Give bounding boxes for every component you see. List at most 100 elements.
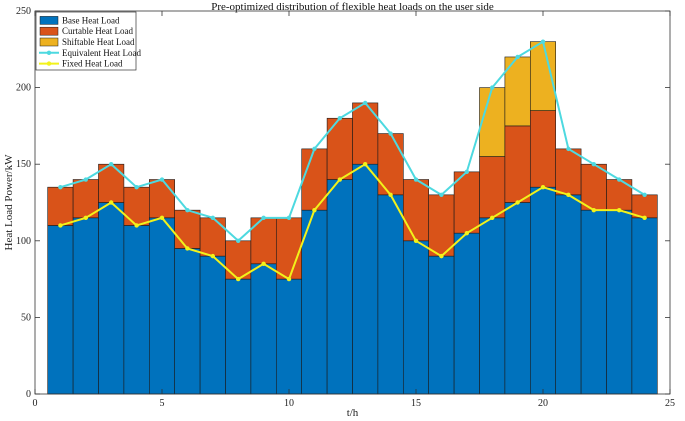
bar-base-heat-load-t8 <box>225 278 252 395</box>
bar-base-heat-load-t15 <box>402 240 429 395</box>
y-tick-label-150: 150 <box>16 159 31 170</box>
bar-base-heat-load-t10 <box>275 278 302 395</box>
x-tick-label-25: 25 <box>665 398 675 409</box>
point-equivalent-heat-load-t15 <box>413 177 419 182</box>
y-tick-label-200: 200 <box>16 83 31 94</box>
point-fixed-heat-load-t21 <box>566 192 571 198</box>
point-fixed-heat-load-t9 <box>261 261 266 266</box>
point-equivalent-heat-load-t3 <box>109 162 114 167</box>
point-equivalent-heat-load-t8 <box>236 238 241 243</box>
point-fixed-heat-load-t24 <box>642 215 647 221</box>
bar-base-heat-load-t23 <box>606 209 633 395</box>
point-equivalent-heat-load-t14 <box>388 131 393 136</box>
bar-base-heat-load-t1 <box>47 225 74 395</box>
bar-curtable-heat-load-t22 <box>580 163 607 211</box>
bar-base-heat-load-t4 <box>123 225 150 395</box>
point-equivalent-heat-load-t16 <box>439 192 444 198</box>
bar-base-heat-load-t13 <box>352 163 379 395</box>
bar-curtable-heat-load-t5 <box>149 179 176 219</box>
x-tick-label-5: 5 <box>160 398 165 409</box>
point-equivalent-heat-load-t2 <box>83 177 89 182</box>
x-axis-title: t/h <box>347 407 359 419</box>
point-fixed-heat-load-t22 <box>591 207 596 213</box>
legend-label-curtable-heat-load: Curtable Heat Load <box>62 26 133 36</box>
bar-base-heat-load-t22 <box>580 209 607 395</box>
bar-base-heat-load-t3 <box>98 202 125 395</box>
point-fixed-heat-load-t23 <box>617 207 622 213</box>
point-equivalent-heat-load-t12 <box>337 116 342 121</box>
bar-curtable-heat-load-t15 <box>402 179 429 242</box>
x-tick-label-10: 10 <box>284 398 294 409</box>
point-fixed-heat-load-t17 <box>464 230 469 236</box>
bar-base-heat-load-t16 <box>428 255 455 395</box>
bar-base-heat-load-t20 <box>529 186 556 395</box>
point-fixed-heat-load-t2 <box>83 215 89 221</box>
point-equivalent-heat-load-t5 <box>159 177 165 182</box>
point-equivalent-heat-load-t22 <box>591 162 596 167</box>
point-equivalent-heat-load-t18 <box>490 85 495 90</box>
point-fixed-heat-load-t4 <box>134 223 139 228</box>
y-tick-label-100: 100 <box>16 236 31 247</box>
point-equivalent-heat-load-t4 <box>134 184 139 190</box>
point-equivalent-heat-load-t23 <box>617 177 622 182</box>
legend-marker-equivalent-heat-load <box>46 50 52 55</box>
x-tick-label-0: 0 <box>33 398 38 409</box>
bar-curtable-heat-load-t20 <box>529 110 556 188</box>
point-fixed-heat-load-t12 <box>337 177 342 182</box>
legend-label-fixed-heat-load: Fixed Heat Load <box>62 59 123 69</box>
point-equivalent-heat-load-t24 <box>642 192 647 198</box>
axes-group: 0 50 100 150 200 250 0 5 10 15 20 25 <box>16 6 675 409</box>
point-fixed-heat-load-t5 <box>159 215 165 221</box>
y-axis-title: Heat Load Power/kW <box>3 154 15 251</box>
point-equivalent-heat-load-t13 <box>363 100 368 106</box>
y-tick-label-250: 250 <box>16 6 31 17</box>
point-fixed-heat-load-t16 <box>439 253 444 259</box>
point-equivalent-heat-load-t17 <box>464 169 469 175</box>
bar-base-heat-load-t14 <box>377 194 404 395</box>
plot-frame <box>34 10 671 395</box>
bar-curtable-heat-load-t1 <box>47 186 74 226</box>
point-equivalent-heat-load-t1 <box>58 184 63 190</box>
point-fixed-heat-load-t20 <box>540 184 546 190</box>
legend-swatch-base-heat-load <box>39 16 59 25</box>
bar-base-heat-load-t5 <box>149 217 176 395</box>
bar-curtable-heat-load-t19 <box>504 125 531 203</box>
bar-curtable-heat-load-t21 <box>555 148 582 196</box>
bars-group <box>47 41 658 395</box>
legend-swatch-shiftable-heat-load <box>39 37 59 47</box>
bar-base-heat-load-t19 <box>504 202 531 395</box>
bar-base-heat-load-t11 <box>301 209 328 395</box>
legend-swatch-curtable-heat-load <box>39 26 59 36</box>
x-tick-label-20: 20 <box>538 398 548 409</box>
bar-curtable-heat-load-t4 <box>123 186 150 226</box>
bar-curtable-heat-load-t18 <box>479 156 506 219</box>
bar-curtable-heat-load-t10 <box>275 217 302 280</box>
point-fixed-heat-load-t13 <box>363 162 368 167</box>
legend-marker-fixed-heat-load <box>46 61 52 66</box>
bar-base-heat-load-t12 <box>326 179 353 395</box>
bar-base-heat-load-t6 <box>174 248 201 395</box>
point-fixed-heat-load-t10 <box>286 276 292 282</box>
legend-label-equivalent-heat-load: Equivalent Heat Load <box>62 48 141 58</box>
point-fixed-heat-load-t19 <box>515 200 520 205</box>
legend-label-base-heat-load: Base Heat Load <box>62 15 120 25</box>
bar-base-heat-load-t9 <box>250 263 277 395</box>
bar-base-heat-load-t2 <box>72 217 99 395</box>
point-equivalent-heat-load-t11 <box>312 146 317 152</box>
point-equivalent-heat-load-t9 <box>261 215 266 221</box>
point-fixed-heat-load-t7 <box>210 253 215 259</box>
point-equivalent-heat-load-t19 <box>515 54 520 60</box>
y-tick-label-0: 0 <box>26 389 31 400</box>
bar-base-heat-load-t18 <box>479 217 506 395</box>
point-fixed-heat-load-t14 <box>388 192 393 198</box>
point-fixed-heat-load-t3 <box>109 200 114 205</box>
line-fixed-heat-load <box>60 162 645 281</box>
line-equivalent-heat-load <box>60 40 646 243</box>
point-equivalent-heat-load-t6 <box>185 207 190 213</box>
bar-curtable-heat-load-t16 <box>428 194 455 257</box>
point-equivalent-heat-load-t21 <box>566 146 571 152</box>
x-tick-label-15: 15 <box>411 398 421 409</box>
point-fixed-heat-load-t11 <box>312 207 317 213</box>
lines-group <box>58 39 647 282</box>
